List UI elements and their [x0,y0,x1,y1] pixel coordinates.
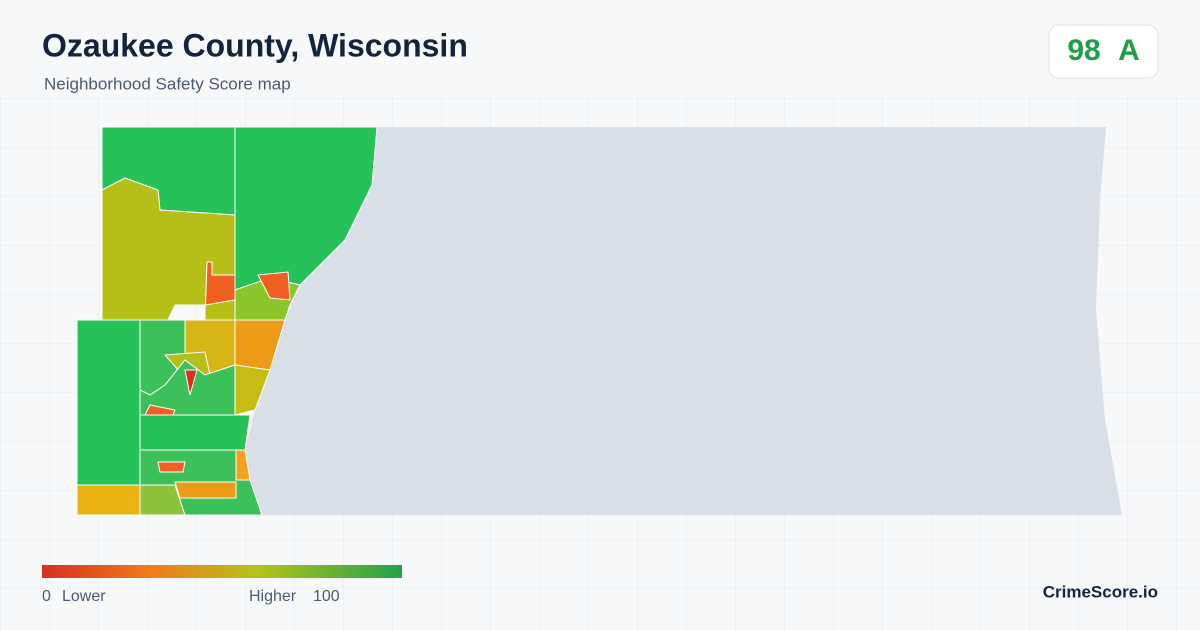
score-box [1048,24,1159,79]
brand: CrimeScore.io [1043,582,1158,601]
legend-min: 0 [42,588,51,605]
legend-max: 100 [313,588,340,605]
county-map [76,126,378,516]
legend-max-label: Higher [249,588,297,605]
legend-bar [42,565,402,578]
legend-min-label: Lower [62,588,106,605]
subtitle: Neighborhood Safety Score map [44,74,291,93]
lake [245,127,1122,515]
score: 98 [1067,34,1100,67]
grade: A [1118,34,1140,67]
title: Ozaukee County, Wisconsin [42,27,468,63]
